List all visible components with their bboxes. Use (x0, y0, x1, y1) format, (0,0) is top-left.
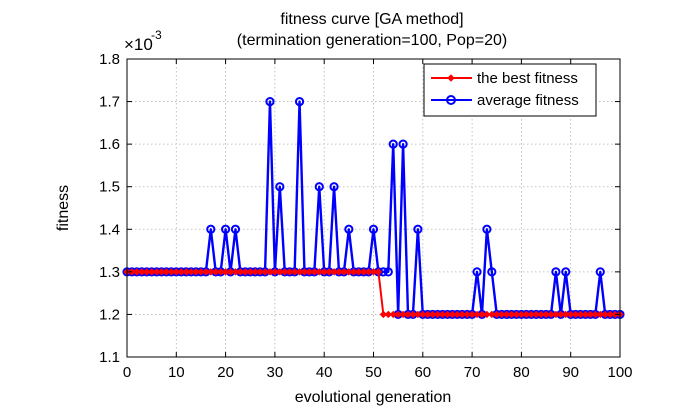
data-point (388, 139, 398, 149)
x-tick-label: 0 (123, 364, 131, 381)
y-scale-power: -3 (151, 28, 162, 42)
y-tick-label: 1.7 (99, 94, 120, 111)
legend-box (423, 63, 597, 117)
x-tick-label: 90 (562, 364, 579, 381)
legend-label: average fitness (477, 92, 579, 109)
data-point (206, 224, 216, 234)
legend: the best fitness average fitness (423, 63, 597, 117)
data-point (561, 267, 571, 277)
series-group (122, 96, 625, 320)
x-tick-label: 70 (464, 364, 481, 381)
y-tick-label: 1.2 (99, 306, 120, 323)
data-point (595, 267, 605, 277)
y-tick-label: 1.3 (99, 264, 120, 281)
data-point (294, 96, 305, 107)
y-tick-label: 1.8 (99, 51, 120, 68)
y-tick-label: 1.4 (99, 221, 120, 238)
data-point (374, 268, 383, 276)
y-scale-exponent: ×10 -3 (124, 28, 162, 54)
y-axis-label: fitness (55, 185, 72, 231)
x-axis-label: evolutional generation (295, 389, 452, 406)
x-tick-label: 60 (414, 364, 431, 381)
data-point (230, 224, 241, 234)
x-tick-label: 20 (217, 364, 234, 381)
data-point (472, 267, 482, 277)
data-point (368, 224, 379, 234)
y-tick-label: 1.6 (99, 136, 120, 153)
series-best-fitness (123, 268, 624, 319)
y-tick-label: 1.1 (99, 349, 120, 366)
chart-subtitle: (termination generation=100, Pop=20) (237, 32, 507, 49)
data-point (551, 267, 561, 277)
x-tick-label: 100 (607, 364, 632, 381)
data-point (344, 224, 354, 234)
legend-item: average fitness (431, 92, 579, 109)
x-tick-label: 40 (316, 364, 333, 381)
legend-item: the best fitness (431, 70, 578, 87)
data-point (265, 96, 275, 107)
legend-marker (446, 95, 456, 105)
data-point (275, 182, 285, 192)
x-tick-label: 50 (365, 364, 382, 381)
x-tick-label: 10 (168, 364, 185, 381)
x-tick-label: 30 (267, 364, 284, 381)
ticks: 0 10 20 30 40 50 60 70 80 90 100 1.1 1.2 1.3 1.4 1.5 1.6… (99, 51, 632, 381)
data-point (413, 224, 423, 234)
legend-label: the best fitness (477, 70, 578, 87)
chart-title: fitness curve [GA method] (280, 11, 463, 28)
data-point (329, 182, 339, 192)
y-tick-label: 1.5 (99, 179, 120, 196)
data-point (221, 224, 231, 234)
x-tick-label: 80 (513, 364, 530, 381)
y-scale-multiplier: ×10 (124, 35, 153, 54)
legend-marker (447, 74, 455, 82)
data-point (314, 182, 324, 192)
data-point (383, 267, 393, 277)
data-point (482, 224, 492, 234)
data-point (487, 267, 497, 277)
data-point (398, 139, 408, 149)
